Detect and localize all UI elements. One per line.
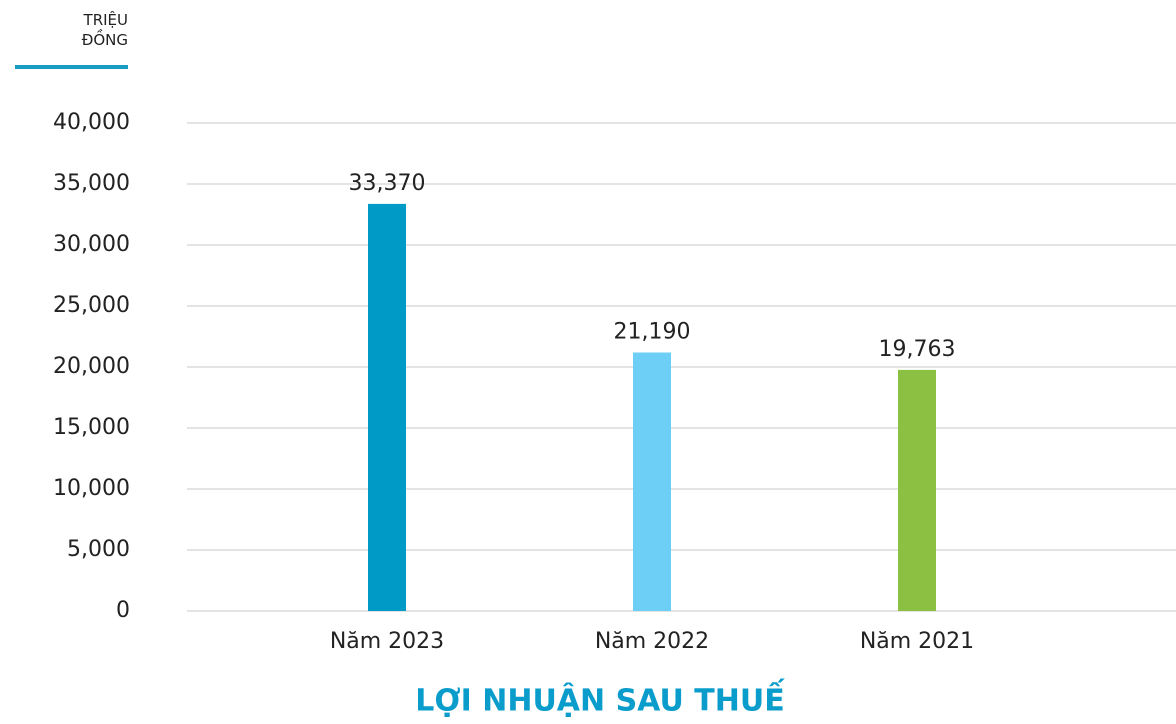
y-tick-label: 40,000 [53, 110, 130, 135]
x-tick-label: Năm 2022 [595, 629, 709, 654]
bar [633, 352, 671, 611]
value-label: 21,190 [614, 319, 691, 344]
bar [368, 203, 406, 612]
bar [898, 369, 936, 611]
x-tick-label: Năm 2021 [860, 629, 974, 654]
y-tick-label: 10,000 [53, 476, 130, 501]
value-label: 33,370 [349, 171, 426, 196]
y-tick-label: 35,000 [53, 171, 130, 196]
y-axis-label: TRIỆU ĐỒNG [81, 11, 128, 49]
y-tick-label: 30,000 [53, 232, 130, 257]
y-tick-label: 20,000 [53, 354, 130, 379]
y-tick-label: 15,000 [53, 415, 130, 440]
value-label: 19,763 [879, 337, 956, 362]
y-tick-label: 5,000 [67, 537, 130, 562]
chart-title: LỢI NHUẬN SAU THUẾ [415, 679, 785, 719]
y-tick-label: 25,000 [53, 293, 130, 318]
x-tick-label: Năm 2023 [330, 629, 444, 654]
y-tick-label: 0 [116, 598, 130, 623]
